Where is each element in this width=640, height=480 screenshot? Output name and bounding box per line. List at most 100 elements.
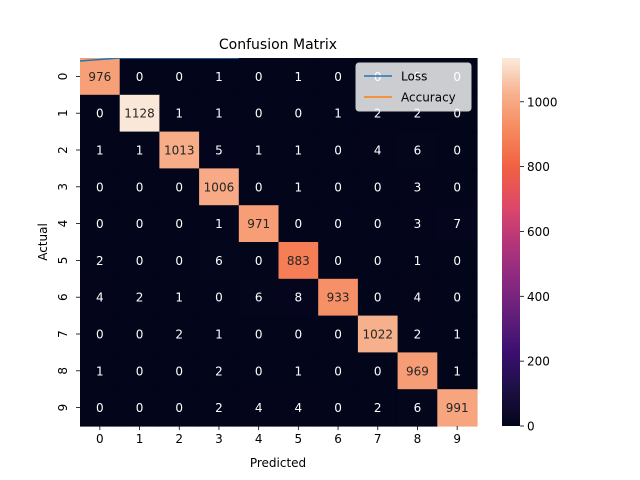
- heatmap-cell: [159, 131, 200, 169]
- heatmap-cell: [199, 352, 240, 390]
- heatmap-cell: [119, 352, 160, 390]
- cell-value-label: 6: [215, 254, 223, 268]
- heatmap-cell: [318, 168, 359, 206]
- colorbar-tick-label: 600: [527, 225, 550, 239]
- cell-value-label: 1: [334, 107, 342, 121]
- cell-value-label: 0: [96, 180, 104, 194]
- cell-value-label: 0: [453, 291, 461, 305]
- cell-value-label: 2: [96, 254, 104, 268]
- cell-value-label: 1: [215, 328, 223, 342]
- cell-value-label: 0: [295, 217, 303, 231]
- colorbar: [502, 58, 520, 426]
- cell-value-label: 0: [136, 328, 144, 342]
- heatmap-cell: [199, 315, 240, 353]
- cell-value-label: 2: [215, 364, 223, 378]
- x-tick-label: 5: [295, 432, 303, 446]
- cell-value-label: 0: [334, 70, 342, 84]
- cell-value-label: 1: [295, 364, 303, 378]
- cell-value-label: 1: [175, 107, 183, 121]
- heatmap-cell: [80, 278, 121, 317]
- cell-value-label: 1: [453, 328, 461, 342]
- colorbar-tick-label: 400: [527, 290, 550, 304]
- cell-value-label: 0: [374, 180, 382, 194]
- heatmap-cell: [199, 131, 240, 169]
- x-tick-label: 6: [334, 432, 342, 446]
- cell-value-label: 0: [175, 401, 183, 415]
- y-axis-ticks: 0 1 2 3 4 5 6 7 8 9: [56, 73, 80, 411]
- y-tick-label: 4: [56, 220, 70, 228]
- cell-value-label: 1: [215, 107, 223, 121]
- cell-value-label: 1022: [362, 328, 393, 342]
- cell-value-label: 4: [96, 291, 104, 305]
- heatmap-cell: [437, 168, 478, 206]
- cell-value-label: 2: [414, 328, 422, 342]
- heatmap-cell: [159, 315, 200, 353]
- heatmap-cell: [159, 278, 200, 317]
- cell-value-label: 0: [96, 328, 104, 342]
- heatmap-cell: [199, 278, 240, 317]
- heatmap-cell: [357, 205, 399, 243]
- heatmap-cell: [397, 131, 438, 169]
- y-tick-label: 7: [56, 330, 70, 338]
- cell-value-label: 2: [136, 291, 144, 305]
- heatmap-cell: [278, 168, 319, 206]
- heatmap-cell: [238, 242, 280, 280]
- heatmap-cell: [159, 168, 200, 206]
- cell-value-label: 0: [136, 180, 144, 194]
- heatmap-cell: [437, 352, 478, 390]
- cell-value-label: 0: [374, 364, 382, 378]
- y-tick-label: 1: [56, 109, 70, 117]
- cell-value-label: 0: [453, 254, 461, 268]
- cell-value-label: 0: [334, 401, 342, 415]
- x-tick-label: 8: [414, 432, 422, 446]
- legend-label: Loss: [401, 70, 427, 84]
- heatmap-cell: [437, 389, 478, 427]
- heatmap-cell: [278, 94, 319, 133]
- cell-value-label: 969: [406, 364, 429, 378]
- cell-value-label: 1128: [124, 107, 155, 121]
- heatmap-cell: [318, 352, 359, 390]
- heatmap-cell: [119, 58, 160, 96]
- heatmap-cell: [397, 168, 438, 206]
- cell-value-label: 0: [136, 254, 144, 268]
- cell-value-label: 0: [255, 70, 263, 84]
- heatmap-cell: [119, 131, 160, 169]
- heatmap-cell: [80, 94, 121, 133]
- cell-value-label: 2: [215, 401, 223, 415]
- cell-value-label: 1: [255, 144, 263, 158]
- cell-value-label: 0: [255, 254, 263, 268]
- heatmap-cell: [238, 94, 280, 133]
- cell-value-label: 1: [295, 144, 303, 158]
- cell-value-label: 0: [136, 401, 144, 415]
- heatmap-cell: [238, 205, 280, 243]
- heatmap-cell: [119, 315, 160, 353]
- heatmap-cell: [238, 278, 280, 317]
- heatmap-cell: [278, 352, 319, 390]
- y-tick-label: 5: [56, 257, 70, 265]
- heatmap-cell: [397, 205, 438, 243]
- cell-value-label: 4: [255, 401, 263, 415]
- loss-line-overlay: [80, 58, 239, 62]
- cell-value-label: 0: [175, 180, 183, 194]
- cell-value-label: 0: [334, 180, 342, 194]
- x-tick-label: 2: [175, 432, 183, 446]
- heatmap-cell: [357, 352, 399, 390]
- heatmap-cell: [80, 58, 121, 96]
- y-tick-label: 3: [56, 183, 70, 191]
- heatmap-cell: [119, 242, 160, 280]
- cell-value-label: 4: [295, 401, 303, 415]
- cell-value-label: 1: [96, 364, 104, 378]
- colorbar-ticks: 0 200 400 600 800 1000: [520, 95, 558, 434]
- cell-value-label: 0: [334, 217, 342, 231]
- heatmap-cell: [80, 205, 121, 243]
- heatmap-cell: [357, 131, 399, 169]
- cell-value-label: 0: [215, 291, 223, 305]
- heatmap-cell: [278, 315, 319, 353]
- heatmap-cell: [318, 242, 359, 280]
- cell-value-label: 976: [88, 70, 111, 84]
- x-axis-ticks: 0 1 2 3 4 5 6 7 8 9: [96, 426, 461, 446]
- cell-value-label: 0: [334, 144, 342, 158]
- cell-value-label: 0: [96, 107, 104, 121]
- heatmap-cell: [318, 315, 359, 353]
- cell-value-label: 0: [374, 254, 382, 268]
